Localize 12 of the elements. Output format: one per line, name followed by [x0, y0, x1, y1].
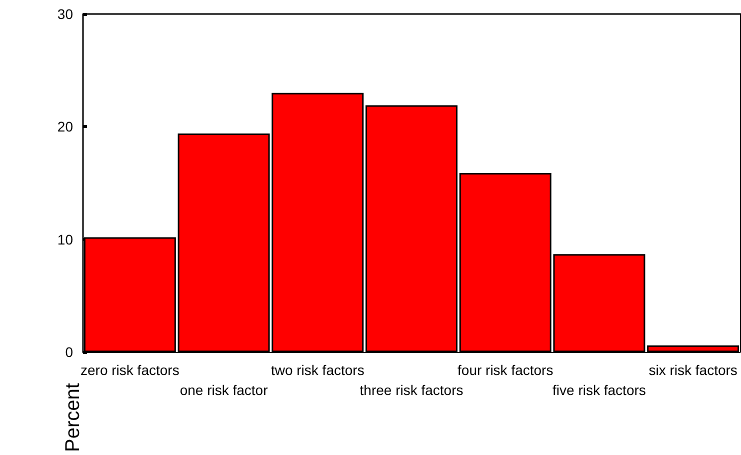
x-tick-label: two risk factors [270, 362, 364, 378]
x-tick-label: three risk factors [360, 382, 464, 398]
x-tick-label: one risk factor [180, 382, 268, 398]
x-tick-label: six risk factors [648, 362, 738, 378]
y-tick-label: 20 [57, 118, 74, 135]
y-tick-label: 10 [57, 231, 74, 248]
x-tick-label: zero risk factors [80, 362, 180, 378]
y-tick-label: 30 [57, 6, 74, 22]
y-tick-label: 0 [65, 344, 74, 360]
x-tick-label: four risk factors [458, 362, 554, 378]
y-axis-title: Percent [62, 382, 84, 452]
x-tick-label: five risk factors [552, 382, 646, 398]
